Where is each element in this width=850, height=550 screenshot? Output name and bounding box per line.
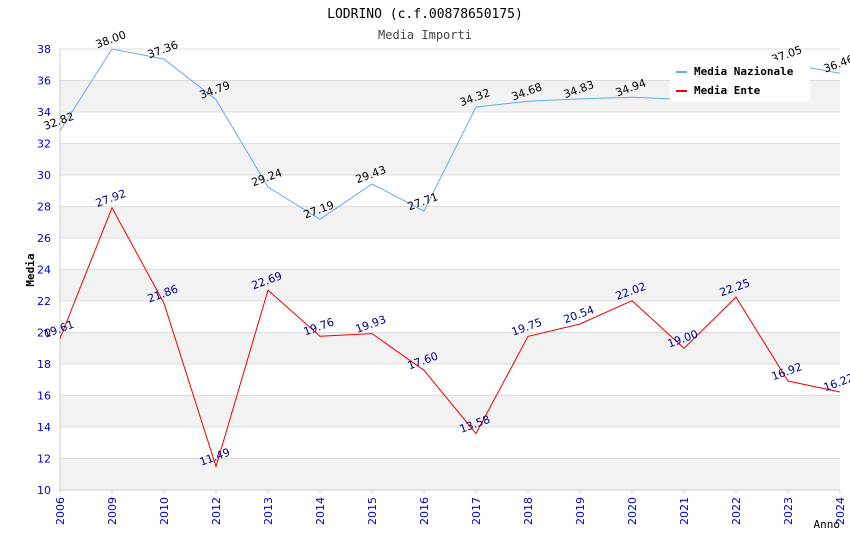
plot-band xyxy=(60,269,840,301)
plot-band xyxy=(60,206,840,238)
x-tick-label: 2023 xyxy=(782,497,795,525)
legend-box xyxy=(670,60,810,102)
y-tick-label: 32 xyxy=(37,138,51,151)
y-tick-label: 34 xyxy=(37,106,51,119)
x-tick-label: 2009 xyxy=(106,497,119,525)
y-tick-labels: 10 12 14 16 18 20 22 24 26 28 30 32 34 36 38 xyxy=(37,43,51,497)
data-label: 36.46 xyxy=(822,52,850,75)
y-tick-label: 10 xyxy=(37,484,51,497)
x-tick-label: 2018 xyxy=(522,497,535,525)
x-tick-label: 2019 xyxy=(574,497,587,525)
y-tick-label: 12 xyxy=(37,453,51,466)
chart-subtitle: Media Importi xyxy=(378,28,472,42)
x-tick-label: 2006 xyxy=(54,497,67,525)
y-tick-label: 18 xyxy=(37,358,51,371)
x-tick-label: 2014 xyxy=(314,497,327,525)
y-tick-label: 26 xyxy=(37,232,51,245)
legend-label-ente: Media Ente xyxy=(694,84,761,97)
plot-band xyxy=(60,458,840,490)
y-tick-label: 36 xyxy=(37,75,51,88)
series-line-media-ente xyxy=(59,206,841,469)
y-tick-label: 22 xyxy=(37,295,51,308)
plot-band xyxy=(60,332,840,364)
y-tick-label: 28 xyxy=(37,201,51,214)
y-axis-label: Media xyxy=(24,253,37,286)
y-tick-label: 24 xyxy=(37,264,51,277)
x-tick-label: 2021 xyxy=(678,497,691,525)
x-tick-label: 2013 xyxy=(262,497,275,525)
data-label: 37.36 xyxy=(146,38,180,61)
x-tick-label: 2022 xyxy=(730,497,743,525)
x-tick-label: 2020 xyxy=(626,497,639,525)
chart-title: LODRINO (c.f.00878650175) xyxy=(327,7,523,22)
y-tick-label: 14 xyxy=(37,421,51,434)
x-tick-label: 2024 xyxy=(834,497,847,525)
x-tick-label: 2016 xyxy=(418,497,431,525)
x-tick-label: 2015 xyxy=(366,497,379,525)
y-tick-label: 16 xyxy=(37,390,51,403)
y-tick-label: 20 xyxy=(37,327,51,340)
legend: Media Nazionale Media Ente xyxy=(670,60,810,102)
x-axis-label: Anno xyxy=(814,518,841,531)
data-label: 20.54 xyxy=(562,303,596,326)
x-tick-labels: 2006 2009 2010 2012 2013 2014 2015 2016 2017 2018… xyxy=(54,490,847,525)
x-tick-label: 2010 xyxy=(158,497,171,525)
x-tick-label: 2012 xyxy=(210,497,223,525)
y-tick-label: 38 xyxy=(37,43,51,56)
x-tick-label: 2017 xyxy=(470,497,483,525)
legend-label-nazionale: Media Nazionale xyxy=(694,65,794,78)
plot-band xyxy=(60,395,840,427)
data-label: 38.00 xyxy=(94,28,128,51)
y-tick-label: 30 xyxy=(37,169,51,182)
